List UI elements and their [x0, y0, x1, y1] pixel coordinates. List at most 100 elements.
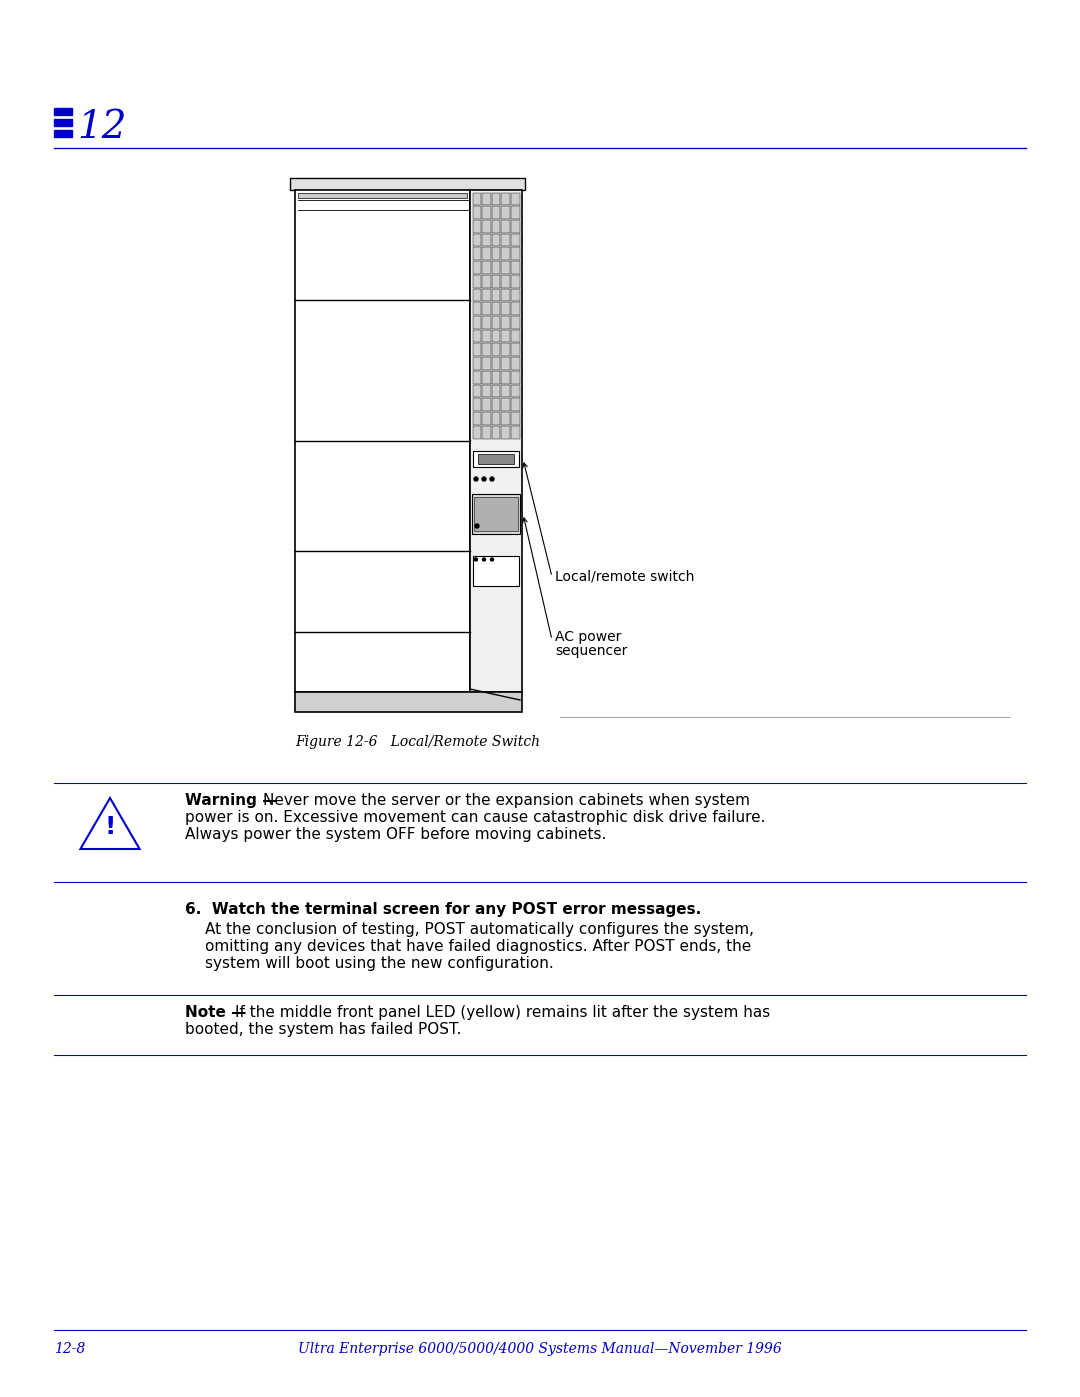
Bar [511, 370, 519, 384]
Bar [511, 261, 519, 274]
Bar [491, 358, 500, 370]
Bar [473, 247, 481, 260]
Bar [482, 384, 490, 397]
Bar [501, 330, 510, 342]
Bar [511, 275, 519, 288]
Bar [491, 233, 500, 246]
Bar [501, 233, 510, 246]
Bar [473, 344, 481, 356]
Bar [491, 384, 500, 397]
Bar [298, 193, 467, 198]
Bar [473, 398, 481, 411]
Circle shape [474, 557, 477, 562]
Bar [501, 412, 510, 425]
Circle shape [483, 557, 486, 562]
Bar [482, 207, 490, 219]
Bar [491, 289, 500, 302]
Bar [501, 316, 510, 328]
Bar [54, 130, 72, 137]
Bar [472, 495, 519, 534]
Bar [501, 207, 510, 219]
Bar [473, 370, 481, 384]
Bar [491, 302, 500, 314]
Bar [473, 289, 481, 302]
Bar [295, 692, 522, 712]
Bar [491, 247, 500, 260]
Bar [482, 247, 490, 260]
Bar [501, 247, 510, 260]
Bar [511, 302, 519, 314]
Bar [511, 219, 519, 233]
Bar [511, 358, 519, 370]
Text: At the conclusion of testing, POST automatically configures the system,: At the conclusion of testing, POST autom… [205, 922, 754, 937]
Bar [491, 344, 500, 356]
Text: system will boot using the new configuration.: system will boot using the new configura… [205, 956, 554, 971]
Bar [491, 207, 500, 219]
Bar [501, 426, 510, 439]
Bar [482, 316, 490, 328]
Text: !: ! [105, 814, 116, 840]
Text: 6.  Watch the terminal screen for any POST error messages.: 6. Watch the terminal screen for any POS… [185, 902, 701, 916]
Circle shape [490, 476, 494, 481]
Bar [473, 275, 481, 288]
Circle shape [475, 524, 480, 528]
Bar [501, 219, 510, 233]
Bar [511, 233, 519, 246]
Bar [54, 108, 72, 115]
Text: Ultra Enterprise 6000/5000/4000 Systems Manual—November 1996: Ultra Enterprise 6000/5000/4000 Systems … [298, 1343, 782, 1356]
Bar [491, 219, 500, 233]
Bar [511, 247, 519, 260]
Text: booted, the system has failed POST.: booted, the system has failed POST. [185, 1023, 461, 1037]
Bar [501, 275, 510, 288]
Bar [491, 193, 500, 205]
Bar [54, 119, 72, 126]
Bar [482, 275, 490, 288]
Bar [473, 358, 481, 370]
Bar [482, 330, 490, 342]
Bar [511, 384, 519, 397]
Bar [511, 426, 519, 439]
Bar [511, 412, 519, 425]
Bar [491, 330, 500, 342]
Bar [482, 289, 490, 302]
Bar [511, 344, 519, 356]
Bar [482, 233, 490, 246]
Text: Warning —: Warning — [185, 793, 278, 807]
Bar [291, 177, 525, 190]
Bar [482, 193, 490, 205]
Bar [491, 398, 500, 411]
Text: power is on. Excessive movement can cause catastrophic disk drive failure.: power is on. Excessive movement can caus… [185, 810, 766, 826]
Bar [501, 384, 510, 397]
Bar [473, 556, 519, 587]
Bar [482, 219, 490, 233]
Bar [501, 289, 510, 302]
Bar [482, 358, 490, 370]
Bar [511, 289, 519, 302]
Text: If the middle front panel LED (yellow) remains lit after the system has: If the middle front panel LED (yellow) r… [235, 1004, 770, 1020]
Text: 12: 12 [77, 109, 126, 147]
Bar [491, 426, 500, 439]
Bar [482, 412, 490, 425]
Bar [482, 370, 490, 384]
Bar [511, 330, 519, 342]
Bar [491, 370, 500, 384]
Bar [473, 219, 481, 233]
Bar [501, 261, 510, 274]
Bar [473, 207, 481, 219]
Bar [491, 261, 500, 274]
Bar [482, 344, 490, 356]
Bar [474, 497, 518, 531]
Bar [473, 330, 481, 342]
Bar [501, 358, 510, 370]
Bar [473, 302, 481, 314]
Bar [511, 316, 519, 328]
Bar [473, 193, 481, 205]
Bar [473, 384, 481, 397]
Bar [482, 302, 490, 314]
Bar [473, 261, 481, 274]
Text: sequencer: sequencer [555, 644, 627, 658]
Circle shape [490, 557, 494, 562]
Text: Never move the server or the expansion cabinets when system: Never move the server or the expansion c… [264, 793, 750, 807]
Text: Note —: Note — [185, 1004, 246, 1020]
Text: Local/remote switch: Local/remote switch [555, 570, 694, 584]
